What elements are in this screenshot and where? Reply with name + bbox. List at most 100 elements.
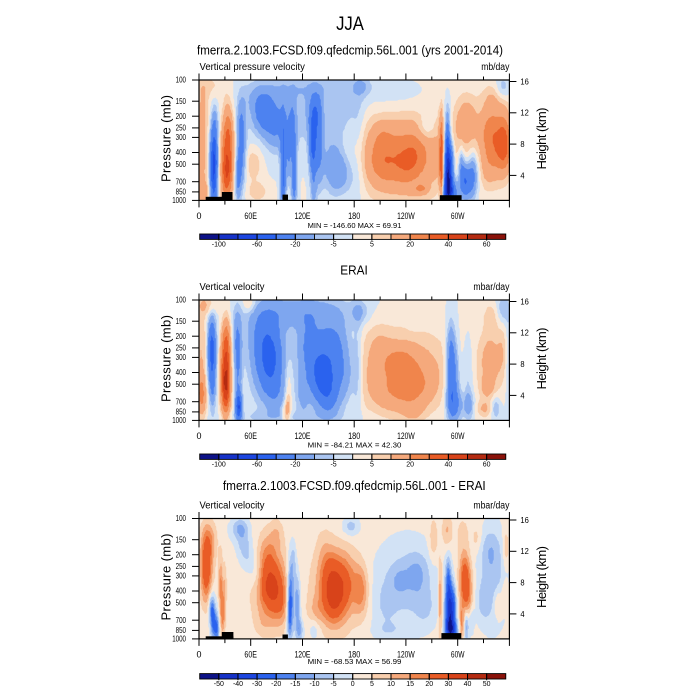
svg-text:8: 8 (520, 579, 525, 588)
svg-text:250: 250 (176, 344, 187, 353)
svg-text:-10: -10 (309, 681, 319, 688)
svg-text:120E: 120E (295, 650, 311, 660)
svg-text:4: 4 (520, 171, 525, 180)
svg-text:200: 200 (176, 550, 187, 559)
svg-text:ERAI: ERAI (340, 264, 368, 278)
svg-text:-50: -50 (214, 681, 224, 688)
svg-text:12: 12 (520, 329, 529, 338)
svg-text:-100: -100 (212, 242, 226, 249)
svg-text:Height (km): Height (km) (534, 108, 549, 170)
svg-text:400: 400 (176, 587, 187, 596)
svg-text:200: 200 (176, 332, 187, 341)
svg-text:60E: 60E (244, 211, 257, 221)
svg-text:12: 12 (520, 109, 529, 118)
svg-text:1000: 1000 (172, 416, 186, 425)
svg-text:30: 30 (445, 681, 453, 688)
svg-text:500: 500 (176, 598, 187, 607)
svg-text:4: 4 (520, 610, 525, 619)
svg-text:16: 16 (520, 516, 529, 525)
svg-text:Height (km): Height (km) (534, 546, 549, 608)
svg-text:50: 50 (483, 681, 491, 688)
svg-text:40: 40 (445, 462, 453, 469)
svg-text:700: 700 (176, 397, 187, 406)
svg-text:120W: 120W (397, 211, 415, 221)
svg-text:fmerra.2.1003.FCSD.f09.qfedcmi: fmerra.2.1003.FCSD.f09.qfedcmip.56L.001 … (197, 42, 503, 57)
svg-text:150: 150 (176, 535, 187, 544)
svg-text:60W: 60W (451, 650, 465, 660)
svg-text:JJA: JJA (336, 14, 364, 35)
svg-text:1000: 1000 (172, 196, 186, 205)
svg-text:5: 5 (370, 681, 374, 688)
svg-text:500: 500 (176, 160, 187, 169)
svg-text:100: 100 (176, 76, 187, 85)
svg-text:-20: -20 (290, 242, 300, 249)
svg-text:200: 200 (176, 112, 187, 121)
svg-text:850: 850 (176, 626, 187, 635)
svg-text:120E: 120E (295, 431, 311, 441)
svg-text:40: 40 (464, 681, 472, 688)
svg-text:5: 5 (370, 242, 374, 249)
svg-text:12: 12 (520, 547, 529, 556)
svg-text:60W: 60W (451, 431, 465, 441)
svg-text:20: 20 (406, 462, 414, 469)
svg-text:20: 20 (425, 681, 433, 688)
svg-text:mb/day: mb/day (481, 62, 509, 73)
svg-text:5: 5 (370, 462, 374, 469)
svg-text:Pressure (mb): Pressure (mb) (159, 534, 174, 621)
svg-text:120E: 120E (295, 211, 311, 221)
svg-text:Vertical velocity: Vertical velocity (200, 501, 265, 512)
svg-text:-5: -5 (330, 462, 336, 469)
svg-text:Vertical velocity: Vertical velocity (200, 282, 265, 293)
svg-text:-60: -60 (252, 462, 262, 469)
svg-text:fmerra.2.1003.FCSD.f09.qfedcmi: fmerra.2.1003.FCSD.f09.qfedcmip.56L.001 … (223, 478, 486, 493)
svg-text:400: 400 (176, 368, 187, 377)
svg-text:-20: -20 (290, 462, 300, 469)
svg-text:0: 0 (197, 431, 202, 441)
svg-text:850: 850 (176, 188, 187, 197)
svg-text:40: 40 (445, 242, 453, 249)
svg-text:Pressure (mb): Pressure (mb) (159, 315, 174, 402)
svg-text:250: 250 (176, 124, 187, 133)
svg-text:700: 700 (176, 616, 187, 625)
svg-text:300: 300 (176, 353, 187, 362)
svg-text:180: 180 (348, 431, 360, 441)
svg-text:-15: -15 (290, 681, 300, 688)
svg-text:8: 8 (520, 360, 525, 369)
svg-text:0: 0 (197, 650, 202, 660)
svg-text:10: 10 (387, 681, 395, 688)
svg-text:1000: 1000 (172, 635, 186, 644)
svg-text:120W: 120W (397, 431, 415, 441)
svg-text:60: 60 (483, 462, 491, 469)
svg-text:100: 100 (176, 514, 187, 523)
svg-text:-5: -5 (330, 681, 336, 688)
svg-text:16: 16 (520, 77, 529, 86)
svg-text:Pressure (mb): Pressure (mb) (159, 95, 174, 182)
svg-text:60W: 60W (451, 211, 465, 221)
svg-text:60E: 60E (244, 650, 257, 660)
svg-text:-60: -60 (252, 242, 262, 249)
svg-text:0: 0 (351, 681, 355, 688)
svg-text:-100: -100 (212, 462, 226, 469)
svg-text:300: 300 (176, 572, 187, 581)
svg-text:-40: -40 (233, 681, 243, 688)
svg-text:MIN = -84.21 MAX = 42.30: MIN = -84.21 MAX = 42.30 (308, 441, 402, 450)
svg-text:250: 250 (176, 562, 187, 571)
svg-text:Vertical pressure velocity: Vertical pressure velocity (200, 62, 305, 73)
svg-text:60: 60 (483, 242, 491, 249)
svg-text:20: 20 (406, 242, 414, 249)
svg-text:180: 180 (348, 650, 360, 660)
svg-text:400: 400 (176, 148, 187, 157)
svg-text:MIN = -68.53 MAX = 56.99: MIN = -68.53 MAX = 56.99 (308, 657, 402, 666)
svg-text:-30: -30 (252, 681, 262, 688)
svg-text:-5: -5 (330, 242, 336, 249)
svg-text:mbar/day: mbar/day (473, 282, 509, 293)
svg-text:8: 8 (520, 140, 525, 149)
svg-text:300: 300 (176, 133, 187, 142)
svg-text:0: 0 (197, 211, 202, 221)
svg-text:700: 700 (176, 177, 187, 186)
svg-text:-20: -20 (271, 681, 281, 688)
svg-text:4: 4 (520, 391, 525, 400)
svg-text:MIN = -146.60 MAX = 69.91: MIN = -146.60 MAX = 69.91 (308, 221, 402, 230)
svg-text:mbar/day: mbar/day (473, 501, 509, 512)
svg-text:16: 16 (520, 297, 529, 306)
